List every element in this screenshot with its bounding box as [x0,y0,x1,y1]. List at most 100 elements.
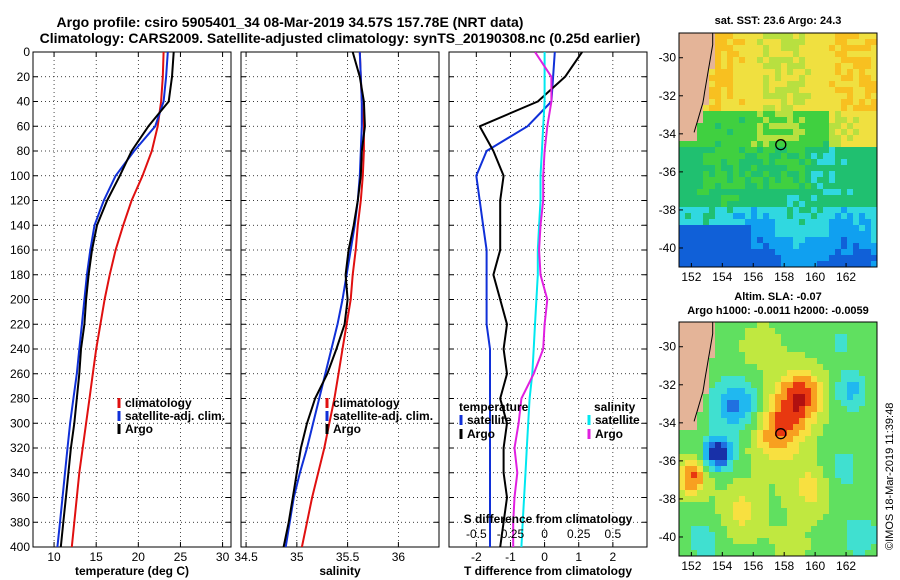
map-cell [817,123,824,130]
map-cell [853,502,860,509]
map-cell [679,237,686,244]
map-cell [841,466,848,473]
map-cell [781,472,788,479]
map-cell [841,334,848,341]
map-cell [679,346,686,353]
map-cell [715,376,722,383]
map-cell [865,322,872,329]
map-cell [721,346,728,353]
map-cell [793,502,800,509]
map-cell [859,466,866,473]
map-cell [823,141,830,148]
map-cell [841,418,848,425]
map-cell [793,532,800,539]
map-cell [817,165,824,172]
map-cell [709,520,716,527]
map-cell [757,105,764,112]
map-cell [787,334,794,341]
map-cell [829,478,836,485]
map-cell [745,201,752,208]
map-cell [805,39,812,46]
map-cell [763,370,770,377]
depth-tick-label: 60 [17,119,31,133]
map-cell [691,99,698,106]
map-cell [787,105,794,112]
map-cell [721,484,728,491]
map-cell [751,183,758,190]
depth-tick-label: 200 [10,293,30,307]
map-cell [811,57,818,64]
map-cell [787,484,794,491]
map-cell [793,57,800,64]
map-cell [835,376,842,383]
map-cell [853,105,860,112]
map-cell [853,496,860,503]
map-cell [859,207,866,214]
map-cell [721,105,728,112]
map-cell [853,255,860,262]
map-cell [811,400,818,407]
map-cell [841,358,848,365]
map-cell [805,123,812,130]
map-cell [775,526,782,533]
map-cell [781,424,788,431]
map-cell [871,237,877,244]
map-cell [709,496,716,503]
map-cell [697,400,704,407]
map-cell [763,466,770,473]
map-cell [739,75,746,82]
map-cell [817,388,824,395]
map-cell [817,352,824,359]
map-cell [697,454,704,461]
map-cell [871,544,877,551]
map-cell [835,165,842,172]
map-cell [709,177,716,184]
map-cell [751,514,758,521]
map-cell [799,189,806,196]
map-cell [709,382,716,389]
map-cell [793,141,800,148]
map-cell [841,165,848,172]
map-cell [781,382,788,389]
map-cell [817,69,824,76]
map-cell [805,370,812,377]
map-cell [745,322,752,329]
map-cell [871,57,877,64]
map-cell [835,514,842,521]
map-cell [769,33,776,40]
map-cell [763,400,770,407]
map-cell [769,195,776,202]
map-cell [793,177,800,184]
map-cell [715,394,722,401]
map-cell [715,183,722,190]
map-cell [847,117,854,124]
map-cell [871,165,877,172]
map-cell [787,93,794,100]
map-cell [733,183,740,190]
map-cell [781,460,788,467]
map-cell [697,237,704,244]
x-tick-label: 15 [90,550,104,564]
map-cell [679,243,686,250]
map-cell [751,484,758,491]
map-cell [799,33,806,40]
map-cell [787,237,794,244]
map-cell [697,394,704,401]
map-cell [703,502,710,509]
map-cell [865,69,872,76]
depth-tick-label: 160 [10,243,30,257]
map-cell [775,219,782,226]
map-cell [835,39,842,46]
map-cell [841,382,848,389]
map-cell [769,454,776,461]
map-cell [757,322,764,329]
map-cell [751,207,758,214]
map-cell [727,520,734,527]
map-cell [679,544,686,551]
map-cell [841,388,848,395]
map-cell [787,201,794,208]
map-cell [823,189,830,196]
map-cell [805,69,812,76]
map-cell [691,261,698,267]
map-cell [817,93,824,100]
